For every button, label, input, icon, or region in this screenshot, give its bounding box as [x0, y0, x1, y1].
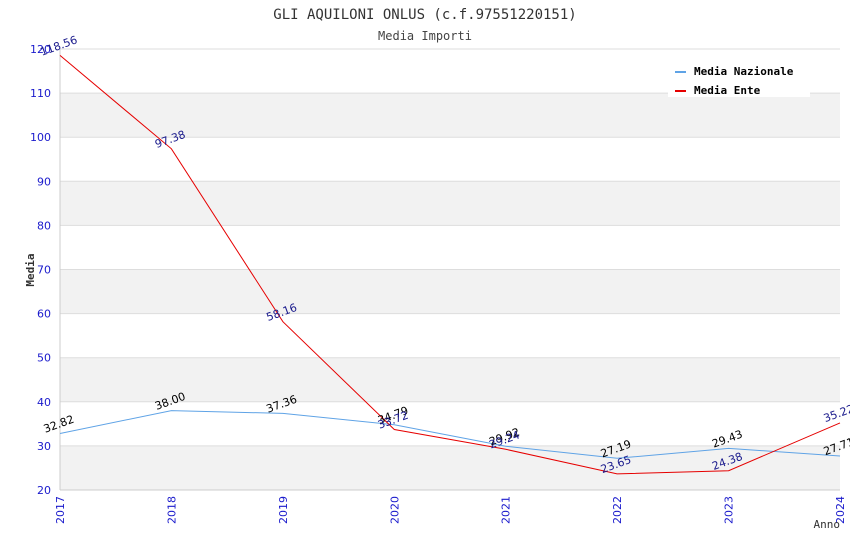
y-tick-label: 80 [37, 219, 51, 232]
y-tick-label: 90 [37, 175, 51, 188]
y-tick-label: 60 [37, 308, 51, 321]
y-tick-label: 30 [37, 440, 51, 453]
x-tick-labels: 2017 2018 2019 2020 2021 2022 2023 2024 [54, 496, 847, 524]
x-tick-label: 2022 [611, 496, 624, 524]
plot-band [60, 269, 840, 314]
x-tick-label: 2017 [54, 496, 67, 524]
y-tick-labels: 20 30 40 50 60 70 80 90 100 110 120 [30, 43, 51, 497]
plot-band [60, 93, 840, 138]
plot-band [60, 181, 840, 226]
x-tick-label: 2023 [723, 496, 736, 524]
chart-subtitle: Media Importi [378, 29, 472, 43]
y-tick-label: 100 [30, 131, 51, 144]
plot-band [60, 401, 840, 446]
y-tick-label: 40 [37, 396, 51, 409]
y-tick-label: 20 [37, 484, 51, 497]
plot-background [60, 49, 840, 490]
series-lines [59, 55, 841, 475]
plot-band [60, 225, 840, 270]
plot-band [60, 357, 840, 402]
y-tick-label: 50 [37, 352, 51, 365]
chart-title: GLI AQUILONI ONLUS (c.f.97551220151) [273, 7, 576, 23]
x-tick-label: 2024 [834, 496, 847, 524]
series-line-media-nazionale [59, 410, 841, 459]
x-tick-label: 2020 [388, 496, 401, 524]
plot-band [60, 137, 840, 182]
legend: Media Nazionale Media Ente [668, 59, 810, 97]
x-tick-label: 2018 [165, 496, 178, 524]
y-tick-label: 70 [37, 264, 51, 277]
legend-label-media-nazionale: Media Nazionale [694, 65, 794, 78]
y-tick-label: 120 [30, 43, 51, 56]
y-axis-label: Media [24, 253, 37, 286]
plot-band [60, 313, 840, 358]
y-tick-label: 110 [30, 87, 51, 100]
x-tick-label: 2019 [277, 496, 290, 524]
legend-box [668, 59, 810, 97]
x-axis-label: Anno [814, 518, 841, 531]
legend-label-media-ente: Media Ente [694, 84, 761, 97]
plot-band [60, 445, 840, 490]
series-line-media-ente [59, 55, 841, 475]
x-tick-label: 2021 [500, 496, 513, 524]
